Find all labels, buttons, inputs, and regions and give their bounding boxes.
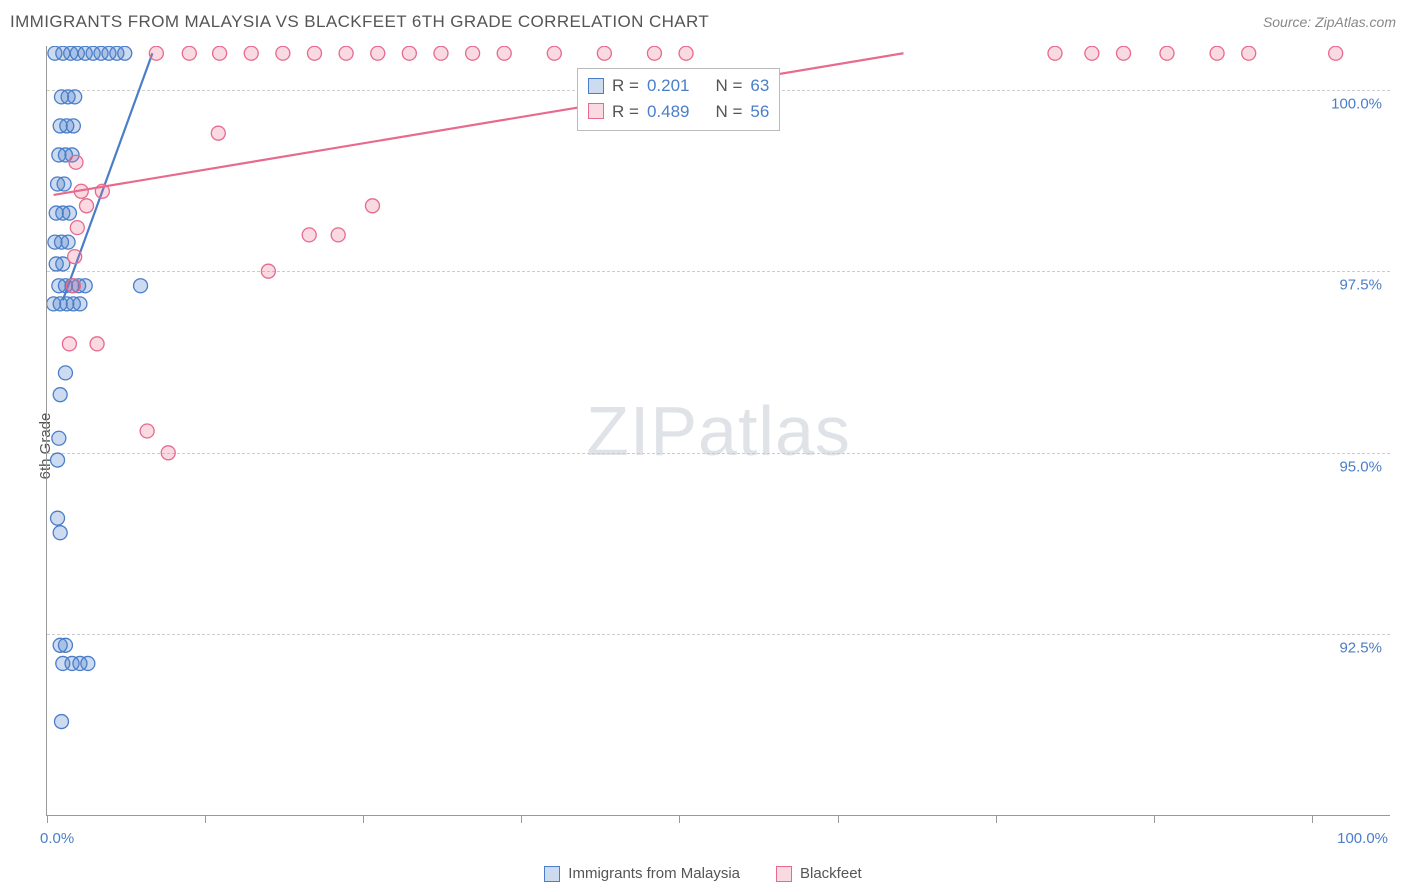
scatter-point xyxy=(402,46,416,60)
scatter-point xyxy=(302,228,316,242)
scatter-point xyxy=(161,446,175,460)
scatter-point xyxy=(51,511,65,525)
scatter-point xyxy=(679,46,693,60)
scatter-point xyxy=(276,46,290,60)
scatter-point xyxy=(182,46,196,60)
scatter-point xyxy=(90,337,104,351)
x-tick xyxy=(1312,815,1313,823)
scatter-point xyxy=(1210,46,1224,60)
scatter-point xyxy=(331,228,345,242)
x-max-label: 100.0% xyxy=(1337,830,1388,847)
scatter-point xyxy=(1048,46,1062,60)
scatter-point xyxy=(1117,46,1131,60)
scatter-point xyxy=(58,638,72,652)
stat-swatch-icon xyxy=(588,103,604,119)
scatter-point xyxy=(66,279,80,293)
scatter-point xyxy=(1242,46,1256,60)
source-name: ZipAtlas.com xyxy=(1315,14,1396,30)
scatter-point xyxy=(307,46,321,60)
scatter-point xyxy=(70,221,84,235)
scatter-point xyxy=(118,46,132,60)
title-bar: IMMIGRANTS FROM MALAYSIA VS BLACKFEET 6T… xyxy=(10,12,1396,32)
scatter-point xyxy=(58,366,72,380)
stat-r-label: R = xyxy=(612,73,639,99)
scatter-point xyxy=(134,279,148,293)
scatter-point xyxy=(211,126,225,140)
stat-n-value: 56 xyxy=(750,99,769,125)
scatter-point xyxy=(73,297,87,311)
scatter-point xyxy=(66,119,80,133)
scatter-point xyxy=(371,46,385,60)
source-prefix: Source: xyxy=(1263,14,1315,30)
scatter-point xyxy=(466,46,480,60)
scatter-point xyxy=(149,46,163,60)
scatter-point xyxy=(547,46,561,60)
legend-label: Blackfeet xyxy=(800,865,862,882)
stat-r-value: 0.489 xyxy=(647,99,690,125)
stat-swatch-icon xyxy=(588,78,604,94)
scatter-point xyxy=(57,177,71,191)
plot-area: ZIPatlas 92.5%95.0%97.5%100.0%R =0.201N … xyxy=(46,46,1390,816)
x-min-label: 0.0% xyxy=(40,830,74,847)
stat-row: R = 0.489 N = 56 xyxy=(588,99,769,125)
scatter-point xyxy=(1160,46,1174,60)
scatter-point xyxy=(1329,46,1343,60)
legend-item-malaysia: Immigrants from Malaysia xyxy=(544,865,740,882)
stat-n-value: 63 xyxy=(750,73,769,99)
scatter-point xyxy=(213,46,227,60)
scatter-point xyxy=(62,337,76,351)
x-tick xyxy=(1154,815,1155,823)
scatter-point xyxy=(1085,46,1099,60)
scatter-point xyxy=(434,46,448,60)
x-tick xyxy=(363,815,364,823)
source-credit: Source: ZipAtlas.com xyxy=(1263,14,1396,30)
x-tick xyxy=(205,815,206,823)
legend-item-blackfeet: Blackfeet xyxy=(776,865,862,882)
legend-label: Immigrants from Malaysia xyxy=(568,865,740,882)
scatter-point xyxy=(261,264,275,278)
scatter-point xyxy=(52,431,66,445)
stat-n-label: N = xyxy=(715,73,742,99)
stat-n-label: N = xyxy=(715,99,742,125)
bottom-legend: Immigrants from Malaysia Blackfeet xyxy=(0,865,1406,882)
scatter-point xyxy=(69,155,83,169)
stat-row: R = 0.201 N = 63 xyxy=(588,73,769,99)
scatter-point xyxy=(51,453,65,467)
scatter-point xyxy=(53,526,67,540)
scatter-point xyxy=(647,46,661,60)
x-tick xyxy=(47,815,48,823)
x-tick xyxy=(838,815,839,823)
x-tick xyxy=(521,815,522,823)
legend-swatch-icon xyxy=(776,866,792,882)
x-tick xyxy=(679,815,680,823)
scatter-point xyxy=(339,46,353,60)
scatter-point xyxy=(597,46,611,60)
scatter-svg xyxy=(47,46,1391,816)
chart-title: IMMIGRANTS FROM MALAYSIA VS BLACKFEET 6T… xyxy=(10,12,709,32)
scatter-point xyxy=(61,235,75,249)
stat-r-label: R = xyxy=(612,99,639,125)
scatter-point xyxy=(244,46,258,60)
scatter-point xyxy=(497,46,511,60)
scatter-point xyxy=(365,199,379,213)
x-tick xyxy=(996,815,997,823)
scatter-point xyxy=(54,715,68,729)
scatter-point xyxy=(68,250,82,264)
stat-r-value: 0.201 xyxy=(647,73,690,99)
scatter-point xyxy=(140,424,154,438)
legend-swatch-icon xyxy=(544,866,560,882)
scatter-point xyxy=(68,90,82,104)
scatter-point xyxy=(53,388,67,402)
scatter-point xyxy=(62,206,76,220)
correlation-stats-box: R = 0.201 N = 63 R = 0.489 N = 56 xyxy=(577,68,780,131)
scatter-point xyxy=(81,656,95,670)
scatter-point xyxy=(80,199,94,213)
